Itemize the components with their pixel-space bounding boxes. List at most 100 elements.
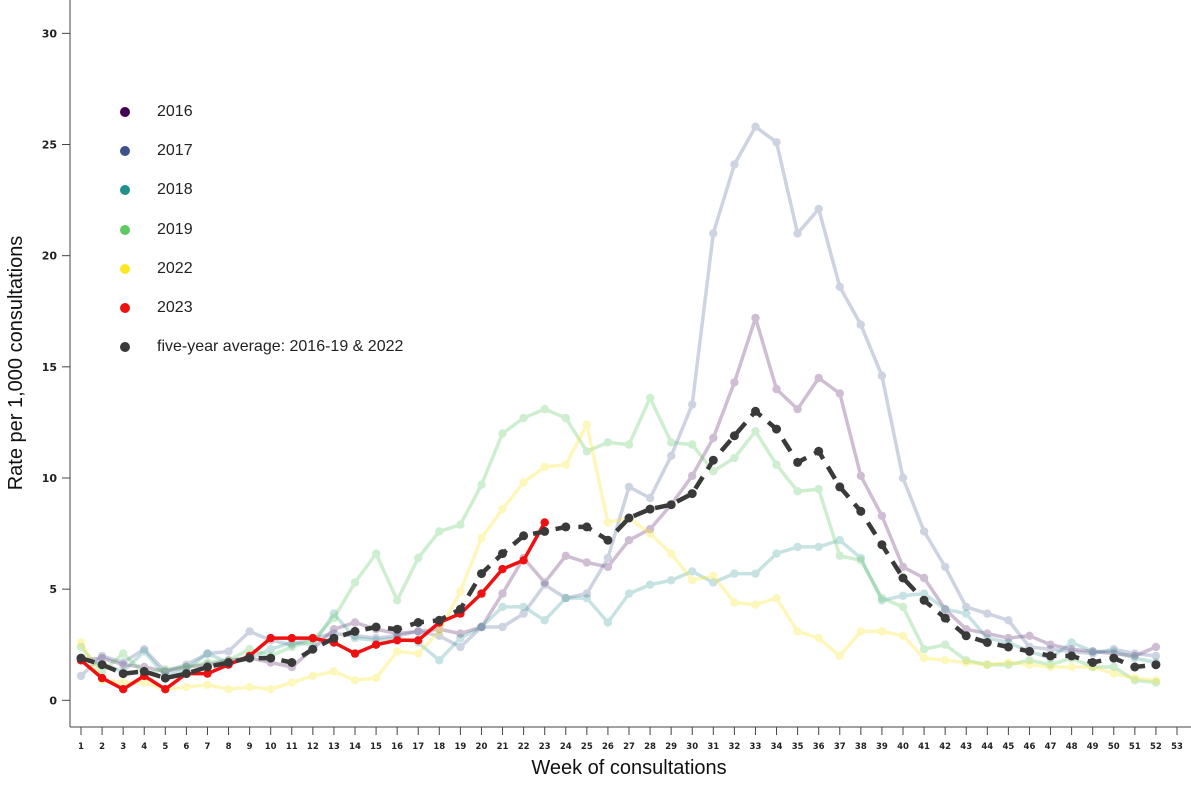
data-point — [856, 506, 866, 516]
data-point — [730, 598, 739, 607]
data-point — [709, 467, 718, 476]
data-point — [730, 378, 739, 387]
data-point — [161, 667, 170, 676]
data-point — [455, 604, 465, 614]
x-tick-label: 43 — [960, 742, 972, 752]
data-point — [793, 487, 802, 496]
data-point — [182, 662, 191, 672]
data-point — [1088, 649, 1097, 658]
data-point — [856, 627, 865, 636]
data-point — [477, 480, 486, 489]
x-tick-label: 15 — [370, 742, 382, 752]
data-point — [877, 371, 887, 380]
data-point — [1109, 647, 1119, 656]
data-point — [941, 562, 950, 572]
data-point — [645, 493, 655, 503]
data-point — [962, 658, 971, 667]
y-tick-label: 30 — [42, 27, 58, 40]
data-point — [329, 609, 339, 618]
data-point — [898, 631, 908, 640]
data-point — [1046, 660, 1055, 669]
data-point — [245, 682, 254, 692]
data-point — [941, 605, 950, 614]
data-point — [182, 662, 191, 672]
data-point — [1004, 616, 1013, 625]
x-tick-label: 33 — [750, 742, 762, 752]
data-point — [667, 549, 676, 558]
data-point — [814, 204, 823, 214]
data-point — [1109, 669, 1119, 678]
data-point — [1025, 646, 1034, 656]
legend-dot-icon — [120, 145, 130, 156]
data-point — [287, 642, 296, 652]
data-point — [561, 413, 570, 423]
data-point — [540, 518, 549, 527]
series-line — [79, 316, 1158, 674]
data-point — [435, 631, 444, 640]
data-point — [1067, 645, 1076, 654]
data-point — [814, 542, 823, 552]
data-point — [1109, 645, 1119, 654]
data-point — [582, 522, 592, 532]
data-point — [498, 564, 507, 574]
data-point — [329, 613, 339, 623]
legend-item-2018: 2018 — [118, 171, 403, 210]
data-point — [835, 651, 844, 661]
data-point — [477, 622, 486, 632]
data-point — [245, 653, 255, 663]
y-tick-label: 25 — [42, 139, 57, 152]
data-point — [898, 473, 908, 483]
legend-dot-icon — [120, 303, 130, 314]
data-point — [582, 420, 591, 429]
data-point — [224, 647, 233, 656]
data-point — [392, 624, 402, 634]
data-point — [140, 645, 149, 654]
series-2017 — [76, 122, 1161, 681]
data-point — [371, 640, 381, 649]
data-point — [856, 556, 865, 565]
data-point — [329, 633, 339, 643]
data-point — [709, 578, 718, 587]
data-point — [287, 678, 296, 687]
data-point — [688, 400, 697, 409]
series-2022 — [76, 420, 1161, 694]
data-point — [814, 446, 824, 456]
data-point — [751, 569, 760, 578]
data-point — [435, 527, 444, 536]
legend-item-2022: 2022 — [118, 249, 403, 288]
data-point — [603, 562, 613, 572]
data-point — [561, 593, 570, 603]
data-point — [97, 660, 107, 670]
data-point — [983, 660, 992, 669]
data-point — [1003, 642, 1013, 652]
legend-dot-icon — [120, 224, 130, 235]
series-line — [80, 409, 1157, 681]
data-point — [856, 320, 865, 329]
data-point — [287, 640, 296, 649]
data-point — [477, 569, 486, 579]
y-tick-label: 5 — [49, 583, 57, 596]
data-point — [350, 626, 360, 636]
data-point — [329, 667, 339, 676]
data-point — [624, 440, 634, 449]
data-point — [814, 373, 823, 383]
data-point — [561, 551, 570, 560]
data-point — [919, 527, 929, 536]
y-axis-label: Rate per 1,000 consultations — [5, 236, 27, 491]
data-point — [119, 678, 128, 687]
data-point — [414, 553, 423, 563]
data-point — [477, 622, 486, 632]
data-point — [730, 160, 739, 169]
data-point — [962, 602, 971, 612]
data-point — [456, 520, 465, 529]
data-point — [729, 431, 739, 441]
data-point — [877, 596, 887, 605]
data-point — [667, 438, 676, 447]
data-point — [435, 656, 444, 665]
data-point — [772, 549, 781, 558]
data-point — [540, 404, 549, 414]
x-tick-label: 30 — [686, 742, 698, 752]
data-point — [414, 636, 423, 645]
x-tick-label: 20 — [476, 742, 488, 752]
data-point — [941, 605, 950, 614]
